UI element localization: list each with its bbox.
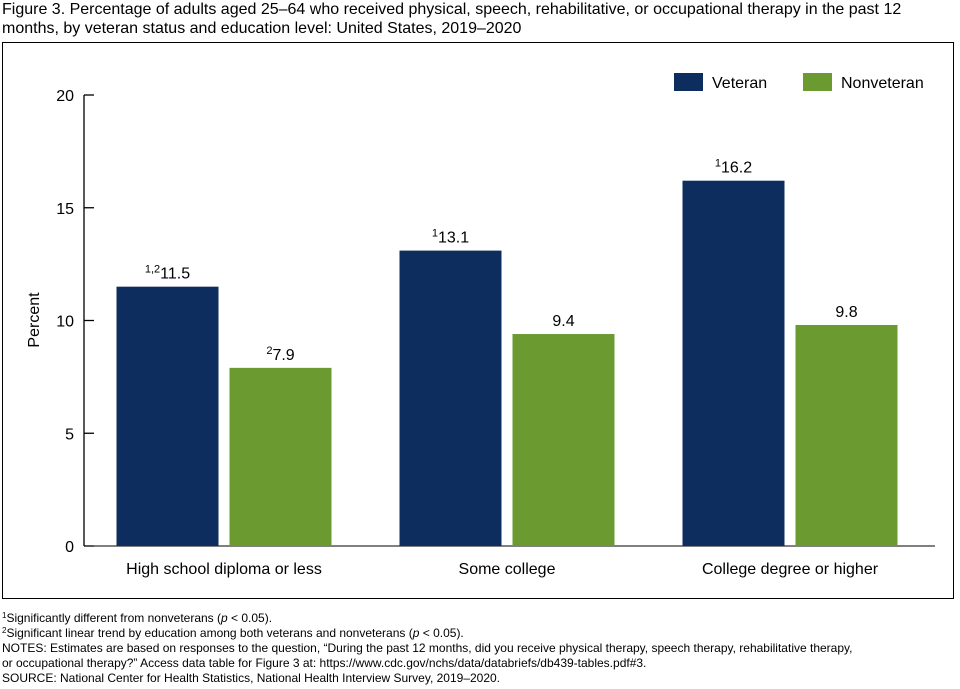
legend: Veteran Nonveteran [674,73,924,92]
data-label: 116.2 [715,158,752,177]
y-tick-label: 15 [56,201,74,218]
legend-swatch-veteran [674,73,703,91]
data-label: 1,211.5 [145,264,190,283]
data-label: 113.1 [432,228,469,247]
footnote-2: 2Significant linear trend by education a… [2,626,464,640]
x-category-label: College degree or higher [702,561,879,578]
legend-label-veteran: Veteran [712,75,767,92]
axes: 0 5 10 15 20 Percent High school diploma or le… [26,88,935,578]
chart-frame [2,42,954,599]
data-labels: 1,211.5 113.1 116.2 27.9 9.4 9.8 [145,158,858,364]
y-tick-label: 0 [65,539,74,556]
figure-title: Figure 3. Percentage of adults aged 25–6… [2,1,902,37]
x-category-label: High school diploma or less [126,561,322,578]
notes-line-1: NOTES: Estimates are based on responses … [2,641,853,655]
y-tick-label: 20 [56,88,74,105]
bar-veteran [116,286,219,546]
x-category-label: Some college [459,561,556,578]
source-note: SOURCE: National Center for Health Stati… [2,671,501,685]
bars [116,180,898,546]
bar-nonveteran [512,334,615,546]
y-tick-label: 5 [65,426,74,443]
notes-line-2: or occupational therapy?” Access data ta… [2,656,647,670]
bar-nonveteran [229,367,332,546]
footnote-1: 1Significantly different from nonveteran… [2,611,273,625]
data-label: 9.8 [835,304,857,321]
data-label: 27.9 [266,345,294,364]
footnotes: 1Significantly different from nonveteran… [2,611,957,686]
data-label: 9.4 [552,313,574,330]
bar-veteran [682,180,785,546]
y-tick-label: 10 [56,314,74,331]
legend-swatch-nonveteran [803,73,832,91]
bar-nonveteran [795,325,898,546]
y-axis-label: Percent [26,292,43,348]
legend-label-nonveteran: Nonveteran [841,75,924,92]
bar-veteran [399,250,502,546]
